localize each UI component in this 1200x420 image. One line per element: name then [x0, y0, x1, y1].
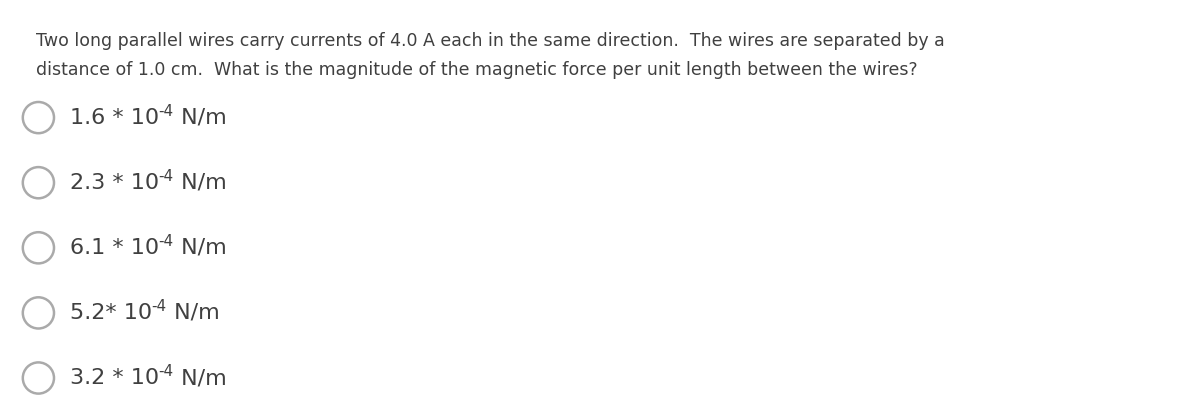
Text: N/m: N/m	[167, 303, 220, 323]
Text: distance of 1.0 cm.  What is the magnitude of the magnetic force per unit length: distance of 1.0 cm. What is the magnitud…	[36, 61, 918, 79]
Text: -4: -4	[158, 169, 174, 184]
Text: 5.2* 10: 5.2* 10	[70, 303, 151, 323]
Text: N/m: N/m	[174, 173, 227, 193]
Text: -4: -4	[158, 104, 174, 119]
Text: -4: -4	[158, 234, 174, 249]
Text: 6.1 * 10: 6.1 * 10	[70, 238, 158, 258]
Text: 2.3 * 10: 2.3 * 10	[70, 173, 158, 193]
Text: -4: -4	[151, 299, 167, 314]
Text: 3.2 * 10: 3.2 * 10	[70, 368, 158, 388]
Text: Two long parallel wires carry currents of 4.0 A each in the same direction.  The: Two long parallel wires carry currents o…	[36, 32, 944, 50]
Text: 1.6 * 10: 1.6 * 10	[70, 108, 158, 128]
Text: -4: -4	[158, 364, 174, 379]
Text: N/m: N/m	[174, 238, 227, 258]
Text: N/m: N/m	[174, 368, 227, 388]
Text: N/m: N/m	[174, 108, 227, 128]
